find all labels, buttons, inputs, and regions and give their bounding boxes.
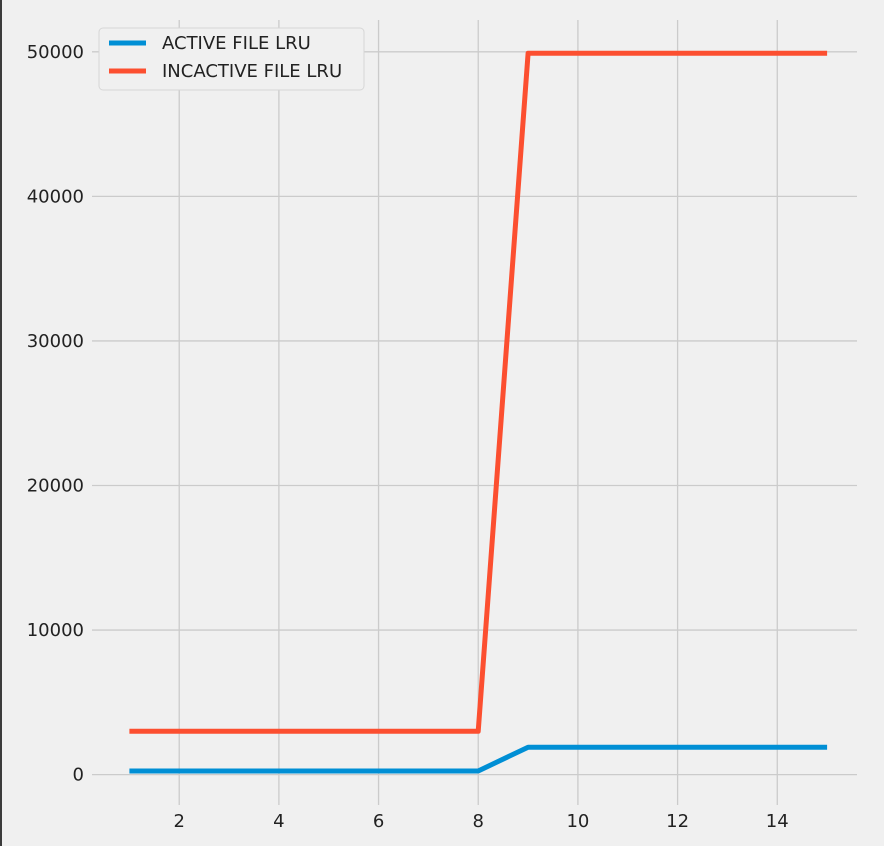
series-layer [129,50,828,774]
y-tick-label: 30000 [27,331,84,352]
y-tick-label: 10000 [27,620,84,641]
y-tick-label: 40000 [27,186,84,207]
y-tick-label: 50000 [27,42,84,63]
legend: ACTIVE FILE LRU INCACTIVE FILE LRU [98,27,365,91]
x-tick-label: 2 [173,811,184,832]
series-line-2 [129,50,828,734]
series-line-1 [129,744,828,774]
x-tick-label: 6 [373,811,384,832]
legend-label: ACTIVE FILE LRU [162,33,311,54]
legend-frame [98,27,365,91]
grid-layer [92,20,857,805]
x-tick-label: 12 [666,811,689,832]
y-tick-label: 20000 [27,476,84,497]
tick-labels: 2 4 6 8 10 12 14 0 10000 20000 30000 40000 50000 [27,42,789,832]
legend-label: INCACTIVE FILE LRU [162,61,342,82]
y-tick-label: 0 [73,765,84,786]
x-tick-label: 10 [566,811,589,832]
window-edge-strip [0,0,2,846]
x-tick-label: 4 [273,811,284,832]
x-tick-label: 8 [473,811,484,832]
x-tick-label: 14 [766,811,789,832]
